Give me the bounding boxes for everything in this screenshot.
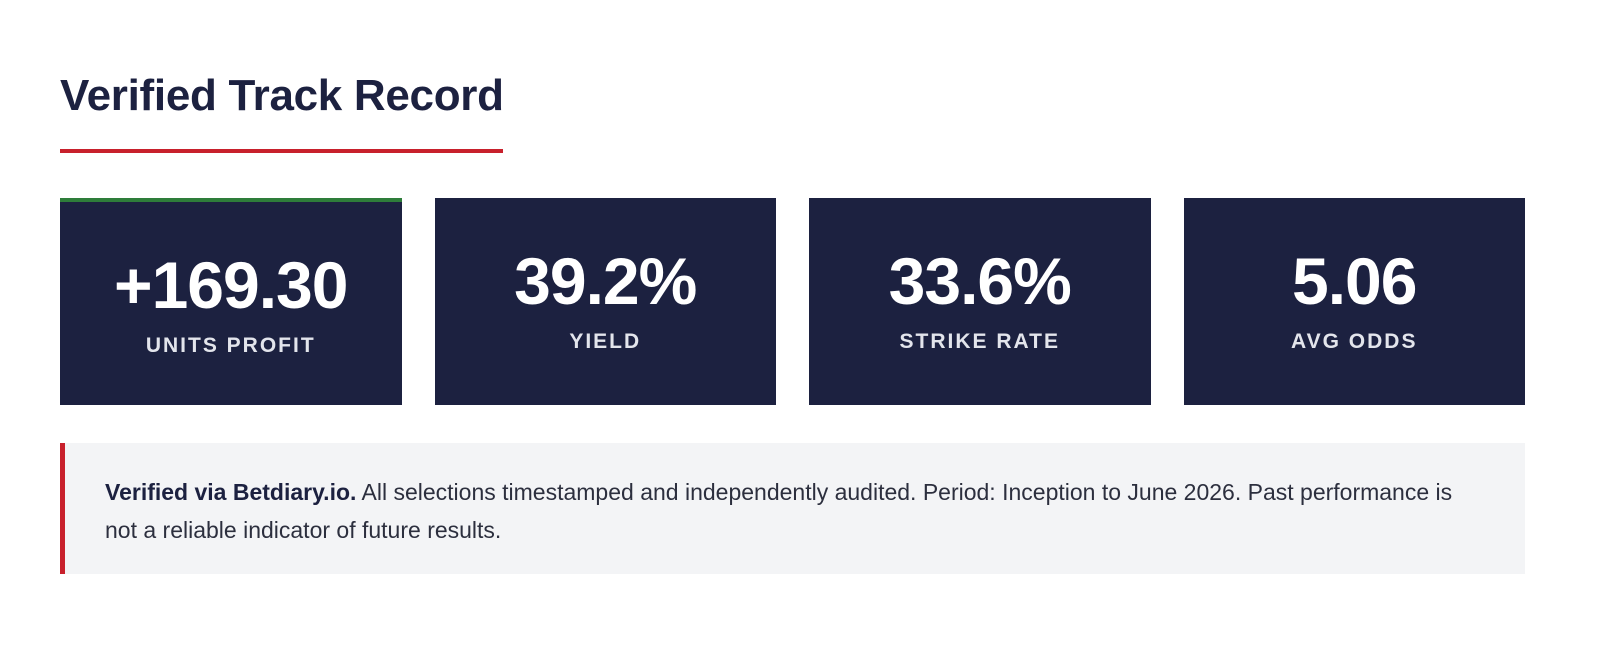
section-header: Verified Track Record — [60, 64, 504, 128]
note-strong-text: Verified via Betdiary.io. — [105, 479, 357, 505]
stat-value: +169.30 — [114, 248, 348, 322]
section-title: Verified Track Record — [60, 71, 504, 120]
stat-card-yield: 39.2% YIELD — [434, 198, 776, 405]
stat-label: UNITS PROFIT — [145, 334, 316, 357]
stat-value: 39.2% — [514, 244, 697, 318]
stat-label: YIELD — [569, 330, 642, 353]
note-body-text: All selections timestamped and independe… — [105, 479, 1453, 543]
note-paragraph: Verified via Betdiary.io. All selections… — [105, 473, 1465, 549]
stats-row: +169.30 UNITS PROFIT 39.2% YIELD 33.6% S… — [60, 198, 1525, 405]
stat-label: STRIKE RATE — [899, 330, 1060, 353]
stat-card-units-profit: +169.30 UNITS PROFIT — [60, 198, 402, 405]
stat-label: AVG ODDS — [1291, 330, 1418, 353]
stat-value: 5.06 — [1292, 244, 1417, 318]
title-underline — [60, 149, 503, 153]
stat-card-strike-rate: 33.6% STRIKE RATE — [809, 198, 1151, 405]
stat-value: 33.6% — [888, 244, 1072, 318]
verification-note: Verified via Betdiary.io. All selections… — [60, 443, 1525, 574]
stat-card-avg-odds: 5.06 AVG ODDS — [1183, 198, 1525, 405]
